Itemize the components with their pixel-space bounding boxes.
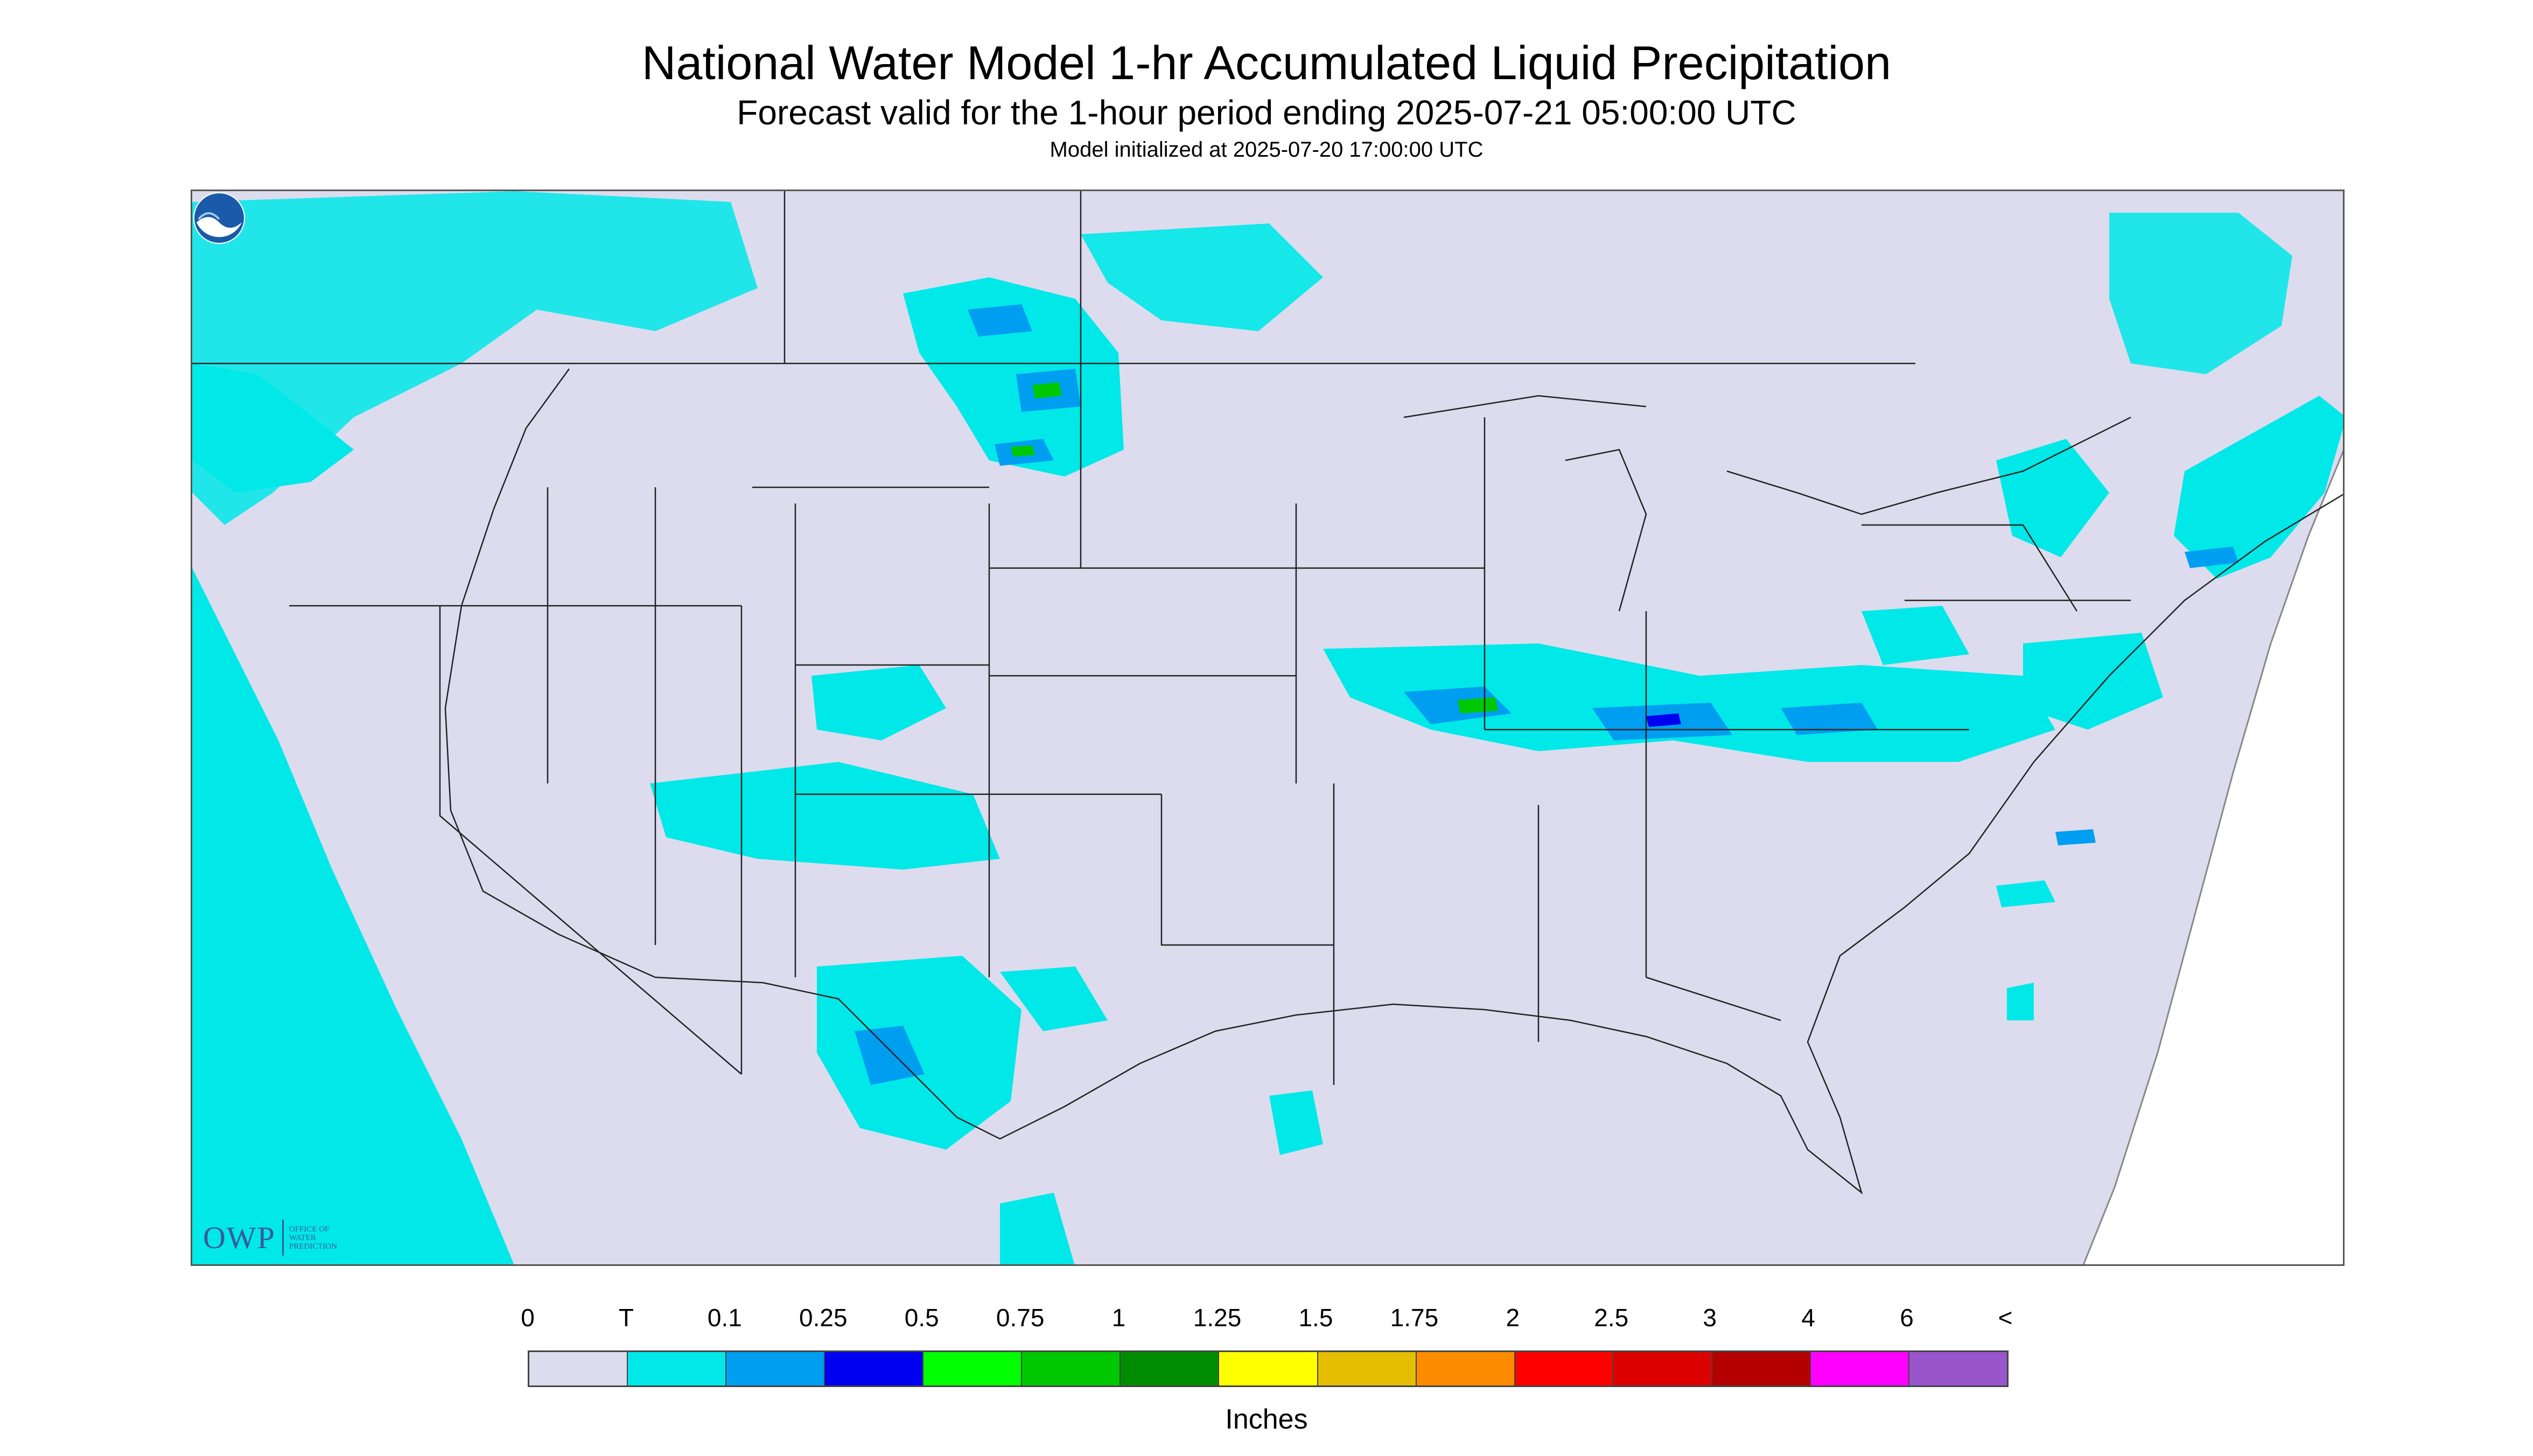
owp-logo-text: Office of Water Prediction (289, 1224, 338, 1251)
legend-label: 1 (1111, 1304, 1126, 1332)
legend-swatch (1121, 1352, 1220, 1385)
noaa-logo-icon (193, 192, 245, 244)
owp-logo: OWP Office of Water Prediction (203, 1220, 337, 1256)
legend-label: 0.75 (996, 1304, 1045, 1332)
legend-label: 3 (1703, 1304, 1717, 1332)
map-title: National Water Model 1-hr Accumulated Li… (641, 36, 1892, 89)
forecast-valid-subtitle: Forecast valid for the 1-hour period end… (737, 93, 1796, 132)
legend-label: 2.5 (1594, 1304, 1629, 1332)
legend-label: 0.5 (904, 1304, 939, 1332)
legend-label: 0.1 (707, 1304, 742, 1332)
legend-label: < (1998, 1304, 2013, 1332)
precipitation-map: OWP Office of Water Prediction (191, 190, 2345, 1266)
legend-label: T (618, 1304, 634, 1332)
domain-edge-east (2083, 452, 2343, 1264)
legend-label: 1.5 (1298, 1304, 1333, 1332)
legend-units: Inches (1225, 1404, 1308, 1435)
legend-swatch (1810, 1352, 1909, 1385)
model-init-subtitle: Model initialized at 2025-07-20 17:00:00… (1049, 138, 1484, 162)
legend-label: 1.25 (1193, 1304, 1242, 1332)
legend-swatch (1712, 1352, 1811, 1385)
legend-label: 0 (521, 1304, 535, 1332)
domain-edge-west (192, 568, 514, 1264)
legend-label: 2 (1506, 1304, 1520, 1332)
legend-swatch (923, 1352, 1023, 1385)
legend-swatch (726, 1352, 825, 1385)
legend-swatch (628, 1352, 727, 1385)
legend-swatch (1022, 1352, 1121, 1385)
precip-trace-areas (192, 191, 2343, 1264)
legend-label: 1.75 (1390, 1304, 1439, 1332)
legend-swatch (529, 1352, 628, 1385)
legend-color-bar (528, 1350, 2009, 1387)
legend-swatch (1318, 1352, 1417, 1385)
legend-swatch (1613, 1352, 1712, 1385)
legend-swatch (825, 1352, 924, 1385)
legend-swatch (1416, 1352, 1515, 1385)
owp-logo-mark: OWP (203, 1220, 284, 1256)
legend-swatch (1909, 1352, 2007, 1385)
legend-label: 6 (1900, 1304, 1914, 1332)
legend-label: 4 (1801, 1304, 1815, 1332)
legend-labels: 0 T 0.1 0.25 0.5 0.75 1 1.25 1.5 1.75 2 2.5 3 4 6 < (521, 1303, 2014, 1335)
legend-swatch (1219, 1352, 1318, 1385)
boundary-lines (192, 191, 2343, 1195)
map-canvas (192, 191, 2343, 1264)
legend-swatch (1515, 1352, 1614, 1385)
legend-label: 0.25 (799, 1304, 848, 1332)
